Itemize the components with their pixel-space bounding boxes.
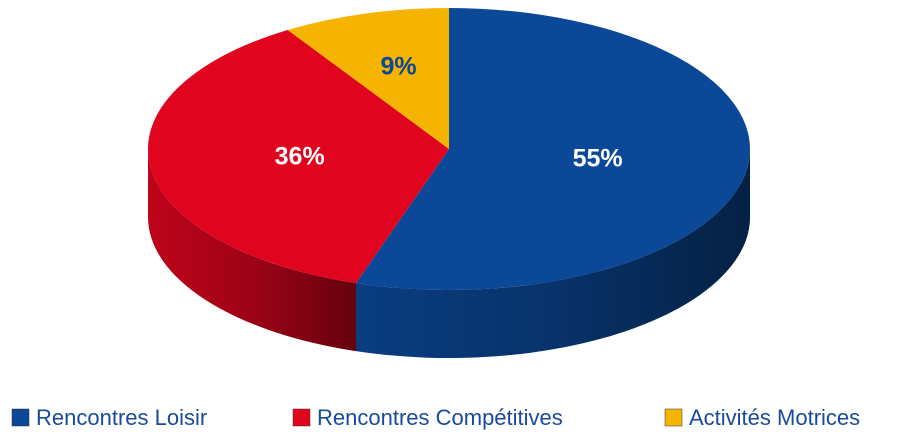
- legend-label: Rencontres Compétitives: [317, 405, 563, 430]
- slice: [287, 8, 449, 149]
- legend-swatch: [292, 408, 311, 427]
- legend-label: Activités Motrices: [689, 405, 860, 430]
- slice-side-shade: [148, 149, 356, 352]
- legend-swatch: [11, 408, 30, 427]
- slice-side-shade: [355, 149, 750, 358]
- slice: [355, 8, 750, 290]
- data-label: 36%: [275, 142, 325, 170]
- data-label: 55%: [573, 145, 623, 173]
- legend-swatch: [664, 408, 683, 427]
- data-label: 9%: [381, 52, 417, 80]
- slice: [147, 29, 449, 284]
- legend-label: Rencontres Loisir: [36, 405, 207, 430]
